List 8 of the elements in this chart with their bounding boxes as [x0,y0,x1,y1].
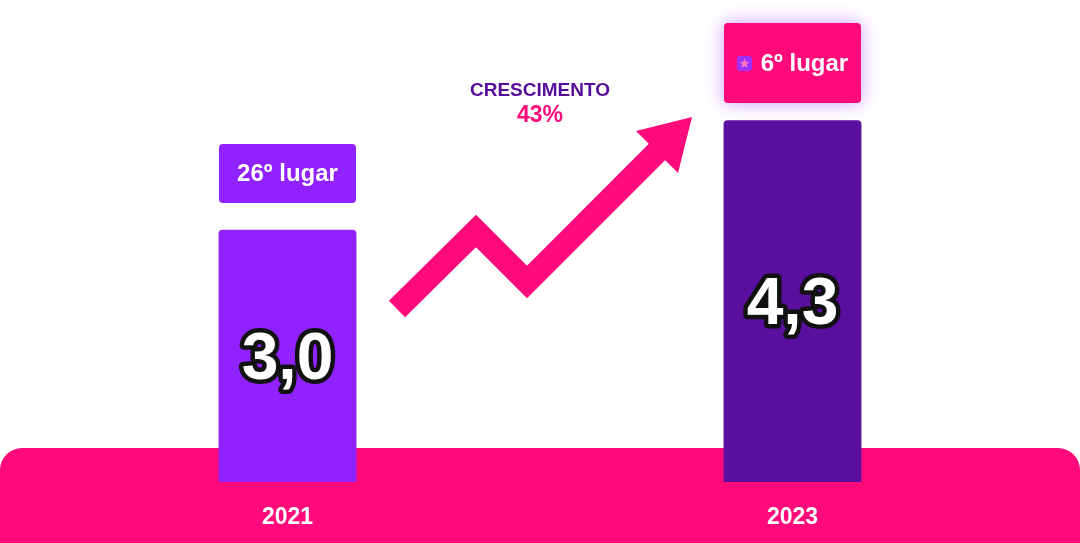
x-tick-label: 2021 [261,503,314,529]
x-tick-label: 2023 [766,503,819,529]
data-label: 4,3 [746,264,839,339]
annotation: 26º lugar [237,159,338,188]
text: CRESCIMENTO [468,79,612,101]
data-label: 3,0 [241,318,334,393]
annotation: 6º lugar [760,49,849,78]
annotation: 43% [515,101,564,128]
